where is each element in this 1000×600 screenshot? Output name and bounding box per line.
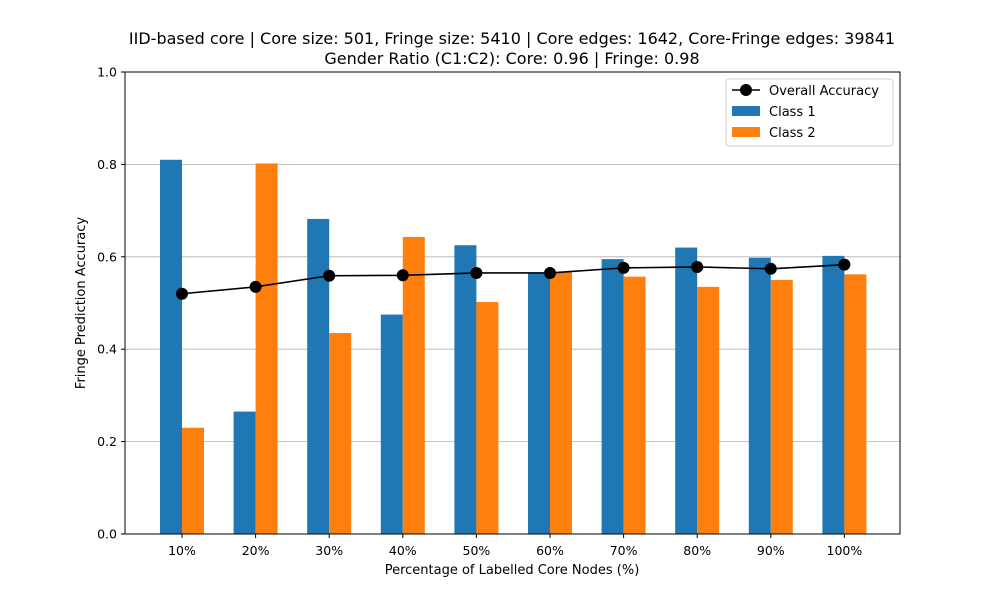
bars	[160, 159, 867, 534]
x-tick-label: 30%	[315, 543, 343, 558]
overall-accuracy-line	[176, 258, 851, 300]
x-tick-label: 100%	[827, 543, 863, 558]
overall-accuracy-point	[617, 261, 630, 274]
y-axis: 0.0 0.2 0.4 0.6 0.8 1.0	[97, 65, 125, 542]
bar-class2	[329, 333, 352, 534]
legend-frame	[725, 78, 894, 147]
y-axis-label: Fringe Prediction Accuracy	[74, 217, 89, 389]
bar-class2	[770, 279, 793, 534]
x-tick-label: 50%	[463, 543, 491, 558]
x-tick-label: 80%	[683, 543, 711, 558]
legend-swatch-class1	[732, 106, 760, 116]
overall-accuracy-path	[181, 263, 845, 295]
bar-class1	[528, 272, 550, 534]
overall-accuracy-point	[249, 280, 262, 293]
overall-accuracy-point	[396, 269, 409, 282]
bar-class1	[380, 314, 403, 534]
y-tick-label: 0.0	[97, 527, 117, 542]
legend-marker-swatch	[740, 84, 752, 96]
overall-accuracy-point	[323, 269, 336, 282]
legend-label-class1: Class 1	[769, 105, 816, 120]
y-tick-label: 0.6	[97, 249, 117, 264]
x-tick-label: 60%	[536, 543, 564, 558]
y-tick-label: 0.4	[97, 342, 117, 357]
bar-class1	[307, 218, 330, 534]
bar-class2	[255, 163, 278, 534]
legend: Overall Accuracy Class 1 Class 2	[725, 78, 894, 147]
bar-class1	[822, 255, 845, 534]
legend-swatch-class2	[732, 127, 760, 137]
x-tick-label: 10%	[168, 543, 196, 558]
y-tick-label: 1.0	[97, 65, 117, 80]
legend-label-overall: Overall Accuracy	[769, 84, 879, 99]
x-tick-label: 90%	[757, 543, 785, 558]
bar-class2	[182, 427, 204, 534]
x-tick-label: 20%	[242, 543, 270, 558]
y-tick-label: 0.8	[97, 157, 117, 172]
bar-class2	[550, 272, 572, 534]
bar-class1	[233, 411, 256, 534]
overall-accuracy-point	[176, 287, 188, 300]
bar-class2	[697, 286, 720, 534]
x-axis: 10% 20% 30% 40% 50% 60% 70% 80% 90% 100%	[168, 534, 862, 558]
overall-accuracy-point	[544, 266, 556, 279]
plot-frame	[124, 71, 901, 535]
bar-class1	[601, 259, 624, 534]
overall-accuracy-point	[691, 260, 704, 273]
bar-class1	[675, 247, 698, 534]
x-tick-label: 70%	[610, 543, 638, 558]
x-tick-label: 40%	[389, 543, 417, 558]
overall-accuracy-point	[764, 262, 777, 275]
chart-title: IID-based core | Core size: 501, Fringe …	[129, 29, 895, 48]
y-tick-label: 0.2	[97, 434, 117, 449]
bar-class1	[160, 159, 182, 534]
bar-class1	[748, 257, 771, 534]
x-axis-label: Percentage of Labelled Core Nodes (%)	[385, 563, 640, 578]
bar-class2	[623, 276, 646, 534]
bar-class2	[844, 274, 867, 534]
bar-class2	[476, 302, 499, 534]
overall-accuracy-point	[470, 266, 483, 279]
bar-class2	[402, 236, 425, 534]
bar-class1	[454, 245, 477, 534]
legend-label-class2: Class 2	[769, 126, 816, 141]
chart-subtitle: Gender Ratio (C1:C2): Core: 0.96 | Fring…	[324, 49, 699, 68]
overall-accuracy-point	[838, 258, 851, 271]
